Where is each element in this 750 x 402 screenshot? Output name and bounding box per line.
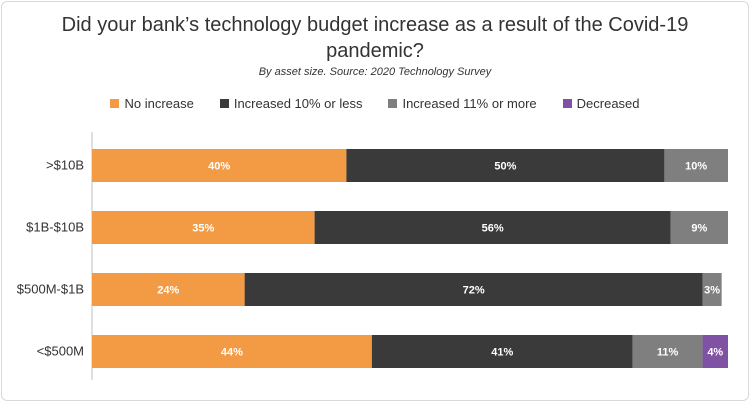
data-label: 41% bbox=[491, 347, 513, 359]
legend-item-increased-11-or-more: Increased 11% or more bbox=[388, 96, 537, 111]
chart-subtitle: By asset size. Source: 2020 Technology S… bbox=[258, 66, 492, 78]
bar-segment bbox=[92, 149, 347, 182]
legend-item-no-increase: No increase bbox=[110, 96, 194, 111]
legend: No increase Increased 10% or less Increa… bbox=[0, 96, 750, 111]
legend-label: Increased 10% or less bbox=[233, 96, 363, 111]
bar-segment bbox=[244, 273, 703, 306]
bar-segment bbox=[92, 335, 372, 368]
bar-segment bbox=[92, 211, 315, 244]
bar-segment bbox=[702, 335, 728, 368]
bar-segment bbox=[702, 273, 722, 306]
legend-swatch bbox=[562, 99, 572, 108]
legend-swatch bbox=[110, 99, 120, 108]
data-label: 56% bbox=[482, 223, 504, 235]
bar-segment bbox=[346, 149, 665, 182]
category-label: $1B-$10B bbox=[26, 220, 84, 235]
data-label: 11% bbox=[657, 347, 679, 359]
bar-segment bbox=[314, 211, 671, 244]
data-label: 9% bbox=[691, 223, 707, 235]
category-label: >$10B bbox=[46, 158, 84, 173]
bar-segment bbox=[92, 273, 245, 306]
legend-item-decreased: Decreased bbox=[562, 96, 640, 111]
data-label: 10% bbox=[685, 161, 707, 173]
chart-title: Did your bank’s technology budget increa… bbox=[61, 14, 689, 62]
data-label: 40% bbox=[208, 161, 230, 173]
legend-swatch bbox=[219, 99, 229, 108]
legend-item-increased-10-or-less: Increased 10% or less bbox=[219, 96, 363, 111]
bar-segment bbox=[632, 335, 703, 368]
category-label: <$500M bbox=[37, 344, 84, 359]
data-label: 24% bbox=[157, 285, 179, 297]
legend-label: Decreased bbox=[576, 96, 640, 111]
data-label: 50% bbox=[494, 161, 516, 173]
data-label: 35% bbox=[192, 223, 214, 235]
category-label: $500M-$1B bbox=[17, 282, 84, 297]
bar-segment bbox=[371, 335, 633, 368]
data-label: 3% bbox=[704, 285, 720, 297]
legend-label: No increase bbox=[124, 96, 194, 111]
legend-label: Increased 11% or more bbox=[402, 96, 537, 111]
bar-segment bbox=[670, 211, 728, 244]
data-label: 44% bbox=[221, 347, 243, 359]
data-label: 72% bbox=[463, 285, 485, 297]
legend-swatch bbox=[388, 99, 398, 108]
bar-segment bbox=[664, 149, 728, 182]
data-label: 4% bbox=[707, 347, 723, 359]
